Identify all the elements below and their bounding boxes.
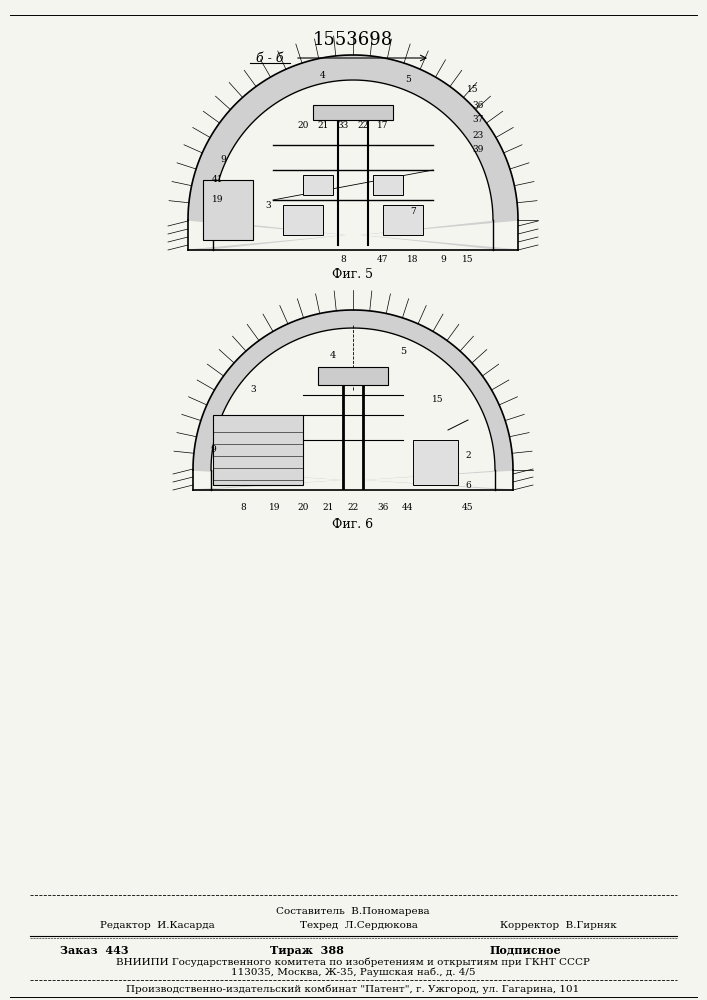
Text: 19: 19 <box>212 196 223 205</box>
Text: 15: 15 <box>462 255 474 264</box>
Text: 39: 39 <box>472 145 484 154</box>
Text: Составитель  В.Пономарева: Составитель В.Пономарева <box>276 908 430 916</box>
Text: 21: 21 <box>322 504 334 512</box>
Text: 9: 9 <box>210 446 216 454</box>
Polygon shape <box>188 55 518 250</box>
Text: 5: 5 <box>400 348 406 357</box>
Text: Техред  Л.Сердюкова: Техред Л.Сердюкова <box>300 922 418 930</box>
Text: ВНИИПИ Государственного комитета по изобретениям и открытиям при ГКНТ СССР: ВНИИПИ Государственного комитета по изоб… <box>116 957 590 967</box>
Text: 5: 5 <box>405 76 411 85</box>
Text: 3: 3 <box>265 200 271 210</box>
Text: 15: 15 <box>432 395 444 404</box>
Text: Фиг. 6: Фиг. 6 <box>332 518 373 532</box>
Text: 37: 37 <box>472 115 484 124</box>
Text: б - б: б - б <box>256 51 284 64</box>
Text: 23: 23 <box>472 130 484 139</box>
Text: 45: 45 <box>462 504 474 512</box>
Text: Тираж  388: Тираж 388 <box>270 944 344 956</box>
Text: 3: 3 <box>250 385 256 394</box>
Text: 9: 9 <box>440 255 446 264</box>
Bar <box>213 415 303 485</box>
Text: 113035, Москва, Ж-35, Раушская наб., д. 4/5: 113035, Москва, Ж-35, Раушская наб., д. … <box>230 967 475 977</box>
Bar <box>413 440 458 485</box>
Text: Заказ  443: Заказ 443 <box>60 944 129 956</box>
Text: 1553698: 1553698 <box>313 31 393 49</box>
Text: 4: 4 <box>330 351 336 360</box>
Bar <box>313 105 393 120</box>
Text: 41: 41 <box>212 176 223 184</box>
Text: 9: 9 <box>220 155 226 164</box>
Text: 44: 44 <box>402 504 414 512</box>
Text: 20: 20 <box>298 120 309 129</box>
Text: 17: 17 <box>378 120 389 129</box>
Text: 47: 47 <box>378 255 389 264</box>
Text: 6: 6 <box>465 481 471 489</box>
Text: 7: 7 <box>410 208 416 217</box>
Polygon shape <box>213 80 493 250</box>
Bar <box>203 180 253 240</box>
Text: 2: 2 <box>465 450 471 460</box>
Bar <box>383 205 423 235</box>
Text: Корректор  В.Гирняк: Корректор В.Гирняк <box>500 922 617 930</box>
Text: 36: 36 <box>378 504 389 512</box>
Bar <box>318 367 388 385</box>
Bar <box>283 205 323 235</box>
Bar <box>373 175 403 195</box>
Text: Подписное: Подписное <box>490 944 561 956</box>
Text: Фиг. 5: Фиг. 5 <box>332 268 373 282</box>
Text: 8: 8 <box>340 255 346 264</box>
Text: Производственно-издательский комбинат "Патент", г. Ужгород, ул. Гагарина, 101: Производственно-издательский комбинат "П… <box>127 984 580 994</box>
Text: 21: 21 <box>317 120 329 129</box>
Text: 4: 4 <box>320 70 326 80</box>
Text: 22: 22 <box>347 504 358 512</box>
Text: 22: 22 <box>357 120 368 129</box>
Text: 8: 8 <box>240 504 246 512</box>
Text: 19: 19 <box>269 504 281 512</box>
Text: 36: 36 <box>472 101 484 109</box>
Text: 33: 33 <box>337 120 349 129</box>
Text: 18: 18 <box>407 255 419 264</box>
Text: 15: 15 <box>467 86 479 95</box>
Polygon shape <box>211 328 495 490</box>
Text: 20: 20 <box>298 504 309 512</box>
Bar <box>303 175 333 195</box>
Polygon shape <box>193 310 513 490</box>
Text: Редактор  И.Касарда: Редактор И.Касарда <box>100 922 215 930</box>
